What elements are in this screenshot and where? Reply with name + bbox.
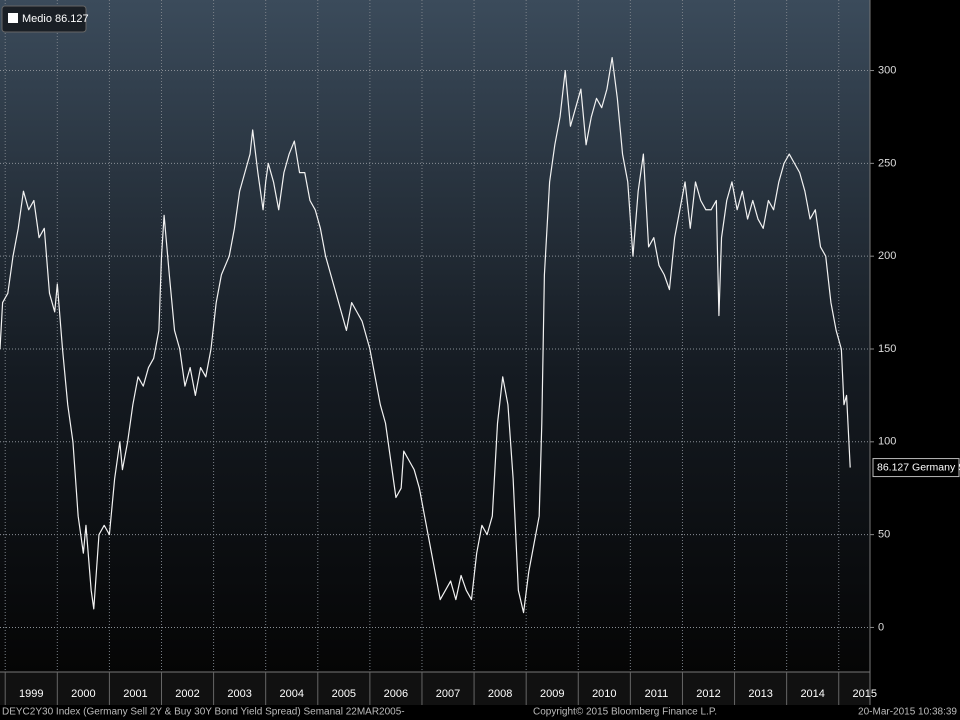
y-tick-label: 300 [878, 64, 896, 76]
x-tick-label: 2007 [436, 688, 460, 700]
x-tick-label: 2005 [332, 688, 356, 700]
x-tick-label: 2015 [853, 688, 877, 700]
last-value-box [872, 458, 960, 478]
y-tick-label: 50 [878, 529, 890, 541]
x-tick-label: 2011 [645, 688, 669, 700]
legend: Medio 86.127 [1, 5, 89, 33]
x-tick-label: 2001 [123, 688, 147, 700]
x-tick-label: 2010 [592, 688, 616, 700]
legend-label: Medio 86.127 [22, 13, 89, 25]
x-tick-label: 2014 [800, 688, 824, 700]
footer-left: DEYC2Y30 Index (Germany Sell 2Y & Buy 30… [2, 707, 405, 718]
legend-box [1, 5, 87, 33]
y-tick-label: 200 [878, 250, 896, 262]
y-axis-area [870, 0, 960, 705]
x-tick-label: 2003 [227, 688, 251, 700]
x-tick-label: 2008 [488, 688, 512, 700]
y-tick-label: 150 [878, 343, 896, 355]
x-axis-area [0, 672, 870, 705]
data-line [0, 56, 851, 614]
y-tick-label: 100 [878, 436, 896, 448]
x-tick-label: 2006 [384, 688, 408, 700]
legend-swatch [8, 13, 18, 23]
x-tick-label: 2009 [540, 688, 564, 700]
y-tick-label: 250 [878, 157, 896, 169]
x-tick-label: 2013 [748, 688, 772, 700]
x-tick-label: 2000 [71, 688, 95, 700]
last-value-label: 86.127 Germany S [877, 461, 960, 473]
x-tick-label: 2004 [279, 688, 303, 700]
footer-center: Copyright© 2015 Bloomberg Finance L.P. [533, 707, 717, 718]
footer-right: 20-Mar-2015 10:38:39 [858, 707, 957, 718]
x-tick-label: 1999 [19, 688, 43, 700]
x-tick-label: 2012 [696, 688, 720, 700]
y-tick-label: 0 [878, 621, 884, 633]
x-tick-label: 2002 [175, 688, 199, 700]
plot-area [0, 0, 870, 672]
